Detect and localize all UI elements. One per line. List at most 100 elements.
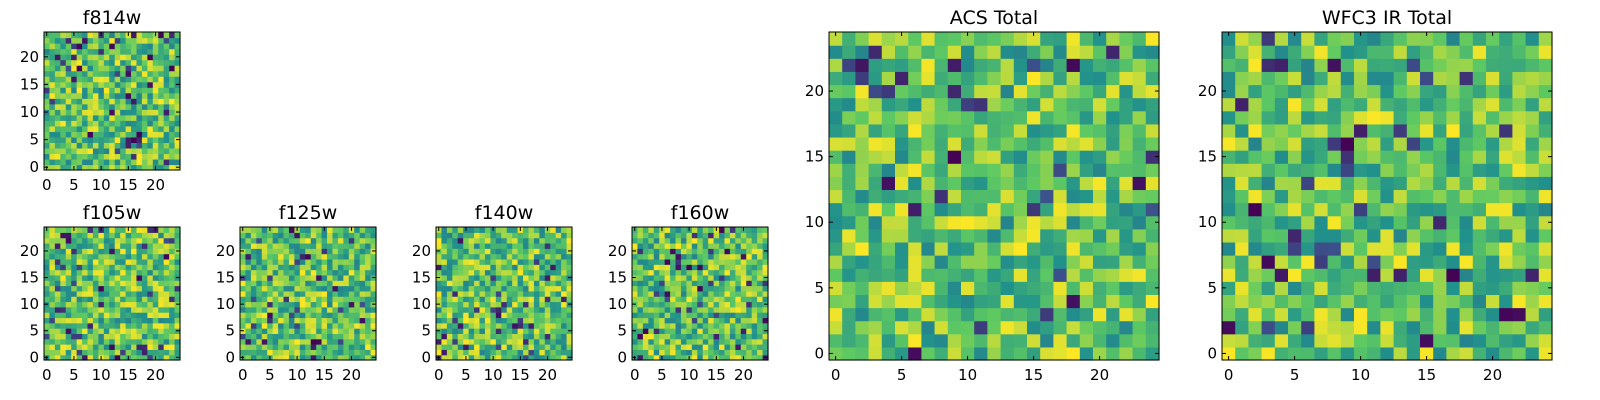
heatmap-cell xyxy=(158,338,165,345)
heatmap-cell xyxy=(1525,123,1540,138)
heatmap-cell xyxy=(1106,150,1120,164)
heatmap-cell xyxy=(555,338,562,345)
heatmap-cell xyxy=(637,344,644,350)
heatmap-cell xyxy=(114,131,121,138)
heatmap-cell xyxy=(365,328,372,334)
heatmap-cell xyxy=(501,242,508,249)
heatmap-cell xyxy=(1235,189,1249,204)
heatmap-cell xyxy=(245,253,252,260)
heatmap-cell xyxy=(152,153,159,160)
heatmap-cell xyxy=(114,153,121,160)
heatmap-cell xyxy=(974,255,988,269)
heatmap-cell xyxy=(517,349,524,356)
heatmap-cell xyxy=(87,142,94,149)
heatmap-cell xyxy=(87,32,94,39)
heatmap-cell xyxy=(550,274,557,281)
heatmap-cell xyxy=(76,59,83,66)
heatmap-cell xyxy=(1013,215,1028,230)
heatmap-cell xyxy=(305,290,312,297)
heatmap-cell xyxy=(250,349,257,356)
heatmap-cell xyxy=(1013,97,1028,112)
heatmap-cell xyxy=(174,70,181,77)
heatmap-cell xyxy=(1145,71,1160,86)
panel-title: f125w xyxy=(279,202,338,224)
heatmap-cell xyxy=(1459,58,1474,72)
heatmap-cell xyxy=(250,306,257,313)
heatmap-cell xyxy=(245,317,252,324)
heatmap-cell xyxy=(114,70,121,77)
heatmap-cell xyxy=(1093,346,1107,361)
heatmap-cell xyxy=(256,280,263,287)
heatmap-cell xyxy=(163,114,170,121)
y-tick-label: 10 xyxy=(20,295,39,313)
heatmap-cell xyxy=(240,264,247,271)
heatmap-cell xyxy=(87,322,94,329)
heatmap-cell xyxy=(92,301,99,308)
heatmap-cell xyxy=(1393,241,1408,256)
heatmap-cell xyxy=(65,131,72,138)
heatmap-cell xyxy=(1512,123,1527,138)
heatmap-cell xyxy=(1248,163,1263,177)
heatmap-cell xyxy=(141,142,148,149)
heatmap-cell xyxy=(441,296,448,303)
heatmap-cell xyxy=(120,338,127,345)
heatmap-cell xyxy=(1093,32,1107,46)
heatmap-cell xyxy=(354,354,361,361)
heatmap-cell xyxy=(98,54,105,61)
y-tick-label: 10 xyxy=(608,295,627,313)
heatmap-cell xyxy=(1433,58,1447,72)
heatmap-cell xyxy=(1525,136,1540,151)
heatmap-cell xyxy=(1340,294,1355,309)
heatmap-cell xyxy=(842,281,856,295)
heatmap-cell xyxy=(452,301,459,308)
heatmap-cell xyxy=(125,98,132,105)
heatmap-cell xyxy=(468,269,475,276)
heatmap-cell xyxy=(659,274,666,281)
heatmap-cell xyxy=(1000,97,1015,112)
heatmap-cell xyxy=(686,349,693,356)
x-tick-label: 5 xyxy=(1290,366,1300,384)
heatmap-cell xyxy=(441,354,448,361)
heatmap-cell xyxy=(517,253,524,260)
heatmap-cell xyxy=(550,333,557,340)
heatmap-cell xyxy=(501,285,508,292)
heatmap-cell xyxy=(44,280,51,287)
heatmap-cell xyxy=(120,92,127,99)
heatmap-cell xyxy=(370,264,377,271)
heatmap-cell xyxy=(114,274,121,281)
heatmap-cell xyxy=(528,333,535,340)
heatmap-cell xyxy=(359,248,366,255)
heatmap-cell xyxy=(484,290,491,297)
heatmap-cell xyxy=(82,258,89,265)
heatmap-cell xyxy=(245,248,252,255)
heatmap-cell xyxy=(533,344,540,350)
heatmap-cell xyxy=(1380,320,1395,335)
heatmap-cell xyxy=(1027,84,1041,99)
heatmap-cell xyxy=(1013,228,1028,243)
heatmap-cell xyxy=(240,280,247,287)
heatmap-cell xyxy=(294,333,301,340)
heatmap-cell xyxy=(54,103,61,110)
heatmap-cell xyxy=(539,237,546,244)
heatmap-cell xyxy=(54,125,61,132)
heatmap-cell xyxy=(680,290,687,297)
heatmap-cell xyxy=(136,120,143,127)
heatmap-cell xyxy=(49,269,56,276)
heatmap-cell xyxy=(708,306,715,313)
heatmap-cell xyxy=(125,37,132,44)
heatmap-cell xyxy=(708,338,715,345)
heatmap-cell xyxy=(1433,163,1447,177)
heatmap-cell xyxy=(71,158,78,166)
heatmap-cell xyxy=(653,344,660,350)
heatmap-cell xyxy=(1222,189,1236,204)
heatmap-cell xyxy=(147,65,154,72)
heatmap-cell xyxy=(1079,268,1094,282)
heatmap-cell xyxy=(49,164,56,171)
heatmap-cell xyxy=(746,301,753,308)
heatmap-cell xyxy=(446,344,453,350)
heatmap-cell xyxy=(163,290,170,297)
heatmap-cell xyxy=(1301,163,1315,177)
heatmap-cell xyxy=(278,317,285,324)
heatmap-cell xyxy=(675,232,682,239)
heatmap-cell xyxy=(169,54,176,61)
